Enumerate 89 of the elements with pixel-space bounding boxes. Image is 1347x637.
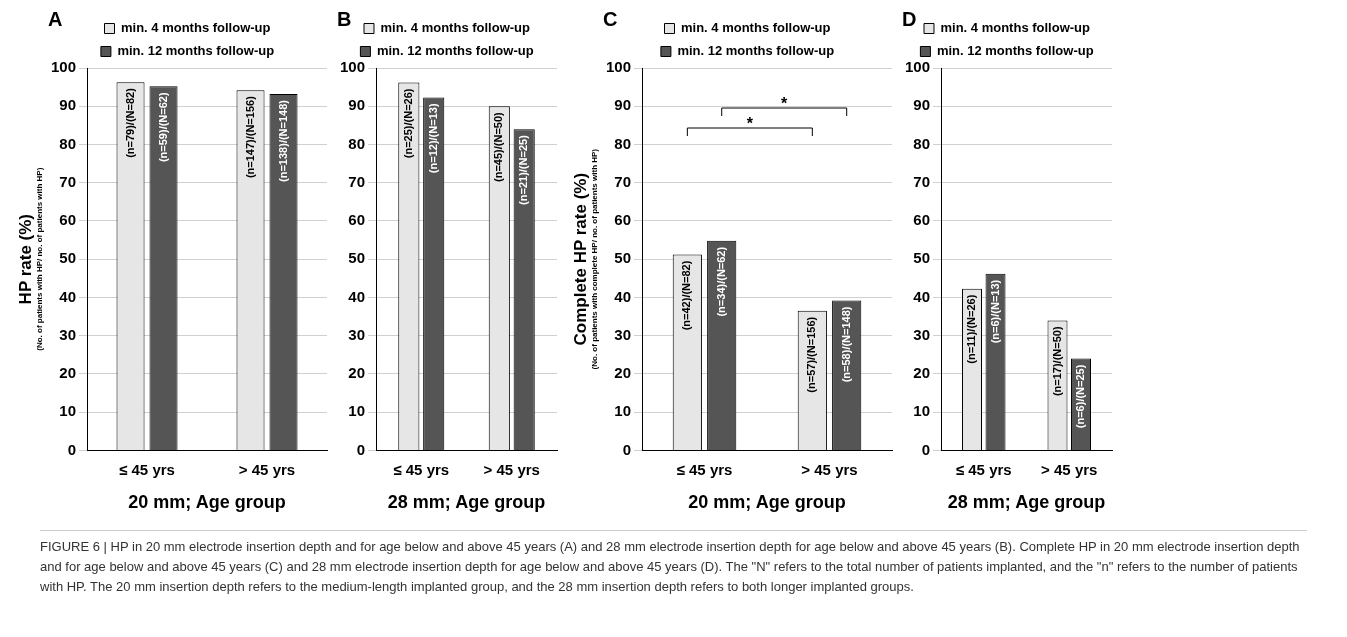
- chart-title: C: [603, 7, 618, 30]
- x-axis-title: 20 mm; Age group: [688, 492, 846, 513]
- y-tick-label: 10: [913, 402, 931, 420]
- y-tick-label: 60: [614, 211, 632, 229]
- y-tick-label: 80: [614, 134, 632, 152]
- y-tick-label: 80: [59, 134, 77, 152]
- y-tick-label: 20: [59, 364, 77, 382]
- y-tick-label: 20: [614, 364, 632, 382]
- data-label: (n=34)/(N=62): [714, 246, 727, 317]
- y-tick-label: 100: [51, 58, 77, 76]
- data-label: (n=138)/(N=148): [276, 99, 289, 182]
- y-tick-label: 50: [59, 249, 77, 267]
- x-axis-title: 28 mm; Age group: [947, 492, 1106, 513]
- y-tick-label: 10: [59, 402, 77, 420]
- y-tick-label: 70: [614, 172, 632, 190]
- x-tick-label: ≤ 45 yrs: [119, 460, 175, 478]
- y-tick-label: 10: [614, 402, 632, 420]
- data-label: (n=6)/(N=25): [1074, 364, 1087, 429]
- y-tick-label: 50: [614, 249, 632, 267]
- data-label: (n=25)/(N=26): [401, 88, 414, 159]
- y-tick-label: 80: [913, 134, 931, 152]
- data-label: (n=11)/(N=26): [965, 294, 978, 364]
- y-tick-label: 30: [614, 325, 632, 343]
- annotation: *: [781, 95, 789, 113]
- data-label: (n=42)/(N=82): [680, 260, 693, 331]
- legend-label: min. 12 months follow-up: [936, 43, 1094, 59]
- legend-label: min. 12 months follow-up: [117, 43, 275, 59]
- x-axis-title: 20 mm; Age group: [128, 492, 286, 513]
- data-label: (n=21)/(N=25): [517, 134, 530, 205]
- x-tick-label: ≤ 45 yrs: [676, 460, 733, 478]
- y-tick-label: 20: [348, 364, 366, 382]
- y-tick-label: 0: [356, 440, 366, 458]
- y-tick-label: 40: [614, 287, 632, 305]
- y-tick-label: 100: [340, 58, 366, 76]
- x-tick-label: ≤ 45 yrs: [955, 460, 1012, 478]
- x-tick-label: > 45 yrs: [1041, 460, 1098, 478]
- data-label: (n=17)/(N=50): [1050, 326, 1063, 397]
- y-tick-label: 80: [348, 134, 366, 152]
- chart-title: B: [337, 7, 352, 30]
- x-tick-label: > 45 yrs: [483, 460, 540, 478]
- data-label: (n=147)/(N=156): [243, 95, 256, 179]
- y-tick-label: 0: [921, 440, 931, 458]
- legend-label: min. 4 months follow-up: [681, 20, 831, 36]
- y-tick-label: 60: [59, 211, 77, 229]
- y-tick-label: 50: [348, 249, 366, 267]
- x-tick-label: > 45 yrs: [238, 460, 296, 478]
- y-tick-label: 0: [622, 440, 632, 458]
- y-tick-label: 0: [67, 440, 77, 458]
- data-label: (n=58)/(N=148): [839, 306, 852, 383]
- y-tick-label: 40: [348, 287, 366, 305]
- x-tick-label: > 45 yrs: [801, 460, 858, 478]
- chart-title: A: [48, 7, 63, 30]
- y-axis-title: HP rate (%) (No. of patients with HP/ no. of patients with HP): [15, 167, 45, 351]
- y-axis-title: Complete HP rate (%) (No. of patients with complete HP/ no. of patients with HP): [570, 148, 600, 370]
- chart-title: D: [902, 7, 917, 30]
- legend-label: min. 12 months follow-up: [677, 43, 835, 59]
- data-label: (n=12)/(N=13): [426, 103, 439, 174]
- y-tick-label: 20: [913, 364, 931, 382]
- y-tick-label: 90: [348, 96, 366, 114]
- y-tick-label: 30: [59, 325, 77, 343]
- data-label: (n=57)/(N=156): [805, 316, 818, 393]
- y-tick-label: 40: [59, 287, 77, 305]
- annotation: *: [746, 115, 754, 133]
- legend-label: min. 12 months follow-up: [376, 43, 534, 59]
- y-tick-label: 60: [913, 211, 931, 229]
- caption: FIGURE 6 | HP in 20 mm electrode insertion depth and for age below and above 45 years (A) and 28 mm electrode insertion depth for age below and above 45 years (B). Complete HP in 20 mm electrode insertion depth and for age below and above 45 years (C) and 28 mm electrode insertion depth for age below and above 45 years (D). The "N" refers to the total number of patients implanted, and the "n" refers to the number of patients with HP. The 20 mm insertion depth refers to the medium-length implanted group, and the 28 mm insertion depth refers to both longer implanted groups.: [40, 538, 1301, 597]
- x-tick-label: ≤ 45 yrs: [393, 460, 450, 478]
- data-label: (n=6)/(N=13): [988, 279, 1001, 344]
- data-label: (n=45)/(N=50): [492, 111, 505, 182]
- y-tick-label: 10: [348, 402, 366, 420]
- y-tick-label: 90: [59, 96, 77, 114]
- y-tick-label: 70: [348, 172, 366, 190]
- data-label: (n=59)/(N=62): [156, 92, 169, 163]
- legend-label: min. 4 months follow-up: [121, 20, 271, 36]
- y-tick-label: 70: [913, 172, 931, 190]
- x-axis-title: 28 mm; Age group: [387, 492, 546, 513]
- y-tick-label: 40: [913, 287, 931, 305]
- y-tick-label: 30: [913, 325, 931, 343]
- y-tick-label: 30: [348, 325, 366, 343]
- y-tick-label: 90: [614, 96, 632, 114]
- y-tick-label: 60: [348, 211, 366, 229]
- y-tick-label: 70: [59, 172, 77, 190]
- y-tick-label: 50: [913, 249, 931, 267]
- y-tick-label: 100: [606, 58, 632, 76]
- y-tick-label: 100: [905, 58, 931, 76]
- data-label: (n=79)/(N=82): [123, 87, 136, 158]
- legend-label: min. 4 months follow-up: [380, 20, 531, 36]
- legend-label: min. 4 months follow-up: [940, 20, 1091, 36]
- y-tick-label: 90: [913, 96, 931, 114]
